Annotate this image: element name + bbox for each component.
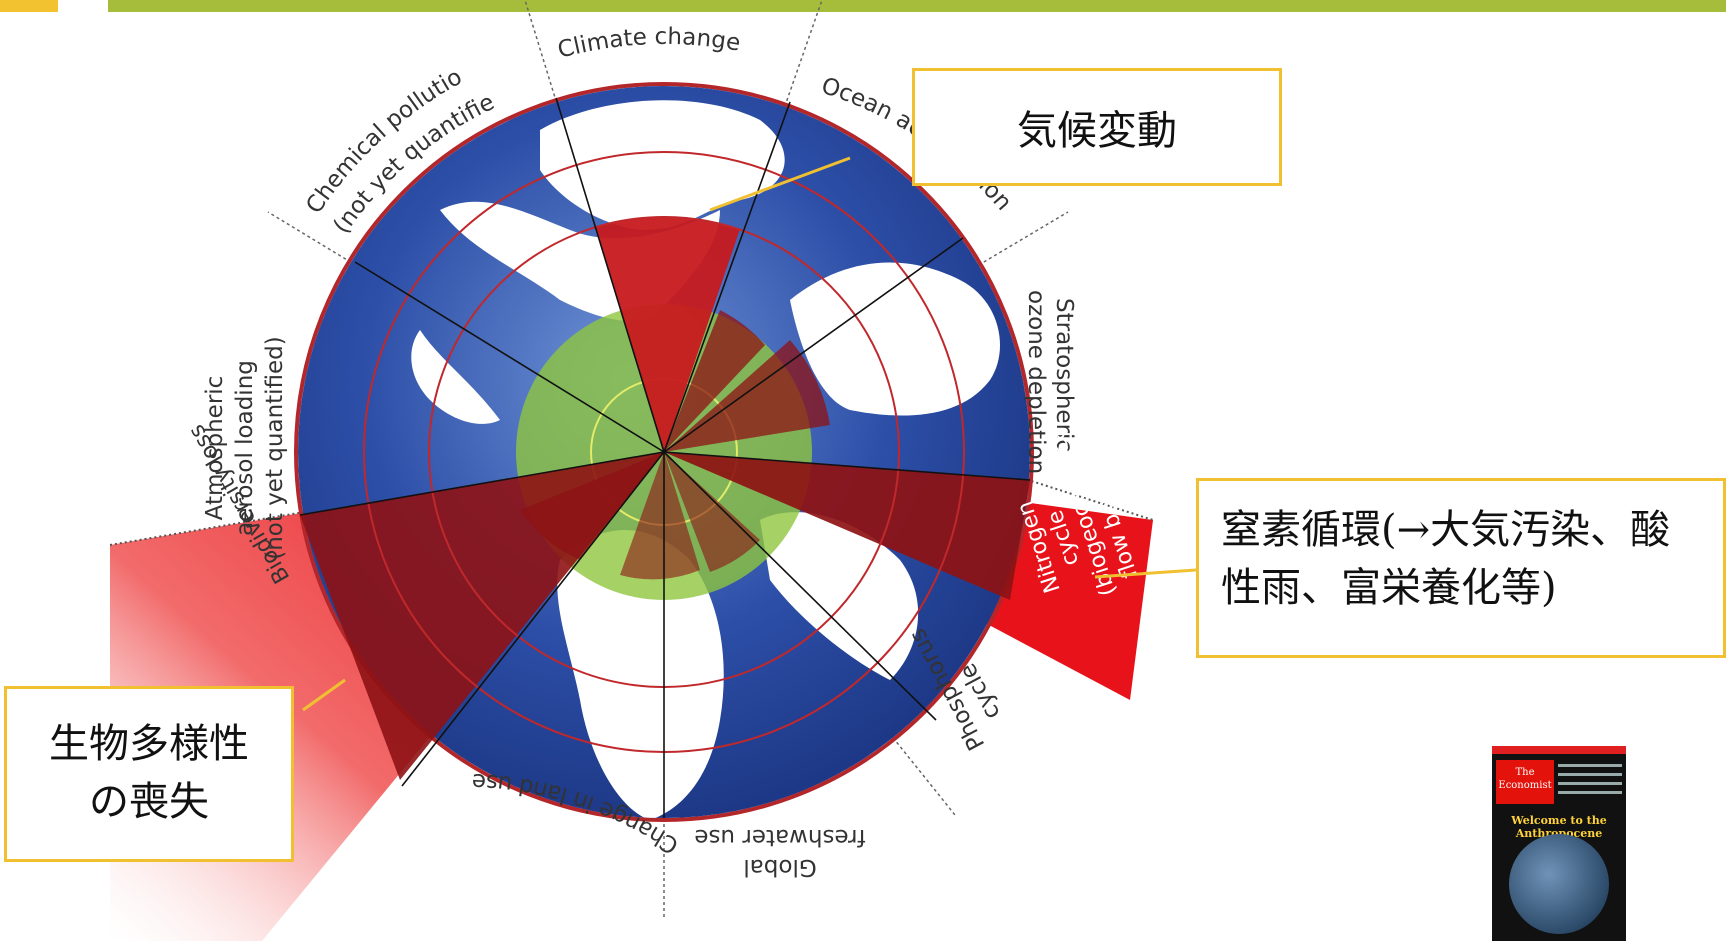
header-bar [0, 0, 1726, 12]
callout-climate-text: 気候変動 [1017, 108, 1177, 154]
phosphorus-wedge [620, 452, 700, 580]
svg-text:Atmospheric: Atmospheric [202, 376, 228, 521]
callout-nitrogen-line1: 窒素循環(→大気汚染、酸 [1221, 507, 1671, 553]
climate-wedge [595, 216, 740, 452]
ocean-wedge [664, 310, 765, 452]
sector-lines [299, 97, 1031, 818]
callout-leaders [302, 156, 1197, 712]
callout-biodiversity-line1: 生物多様性 [49, 721, 249, 767]
header-accent [0, 0, 58, 12]
label-chemical-1: Chemical pollution [0, 0, 466, 218]
callout-nitrogen-line2: 性雨、富栄養化等) [1221, 565, 1557, 611]
header-line [108, 0, 1726, 12]
callout-nitrogen-cycle: 窒素循環(→大気汚染、酸 性雨、富栄養化等) [1196, 478, 1726, 658]
cover-text-lines [1558, 760, 1622, 800]
cover-globe-image [1509, 834, 1609, 934]
nitrogen-wedge [664, 452, 1030, 600]
svg-text:Global: Global [743, 854, 816, 880]
svg-text:(not yet quantified): (not yet quantified) [262, 336, 288, 560]
callout-climate-change: 気候変動 [912, 68, 1282, 186]
callout-biodiversity-line2: の喪失 [89, 779, 209, 825]
cover-headline: Welcome to the Anthropocene [1511, 814, 1607, 840]
svg-text:Stratospheric: Stratospheric [1051, 298, 1077, 452]
magazine-cover-thumbnail: The Economist Welcome to the Anthropocen… [1492, 746, 1626, 941]
ozone-wedge [664, 340, 830, 452]
globe-rim [294, 82, 1034, 822]
cover-top-strip [1492, 746, 1626, 754]
freshwater-wedge [664, 452, 760, 572]
label-freshwater: freshwater use Global [694, 824, 865, 880]
label-ozone: Stratospheric ozone depletion [1023, 290, 1077, 474]
label-aerosol: Atmospheric aerosol loading (not yet qua… [202, 336, 288, 560]
economist-logo: The Economist [1496, 760, 1554, 804]
land-wedge [520, 452, 664, 560]
svg-text:aerosol loading: aerosol loading [232, 360, 258, 536]
callout-biodiversity-loss: 生物多様性 の喪失 [4, 686, 294, 862]
svg-text:freshwater use: freshwater use [694, 824, 865, 850]
boundary-wedges [300, 216, 1030, 780]
label-climate: Climate change [555, 24, 742, 64]
svg-text:ozone depletion: ozone depletion [1023, 290, 1049, 474]
